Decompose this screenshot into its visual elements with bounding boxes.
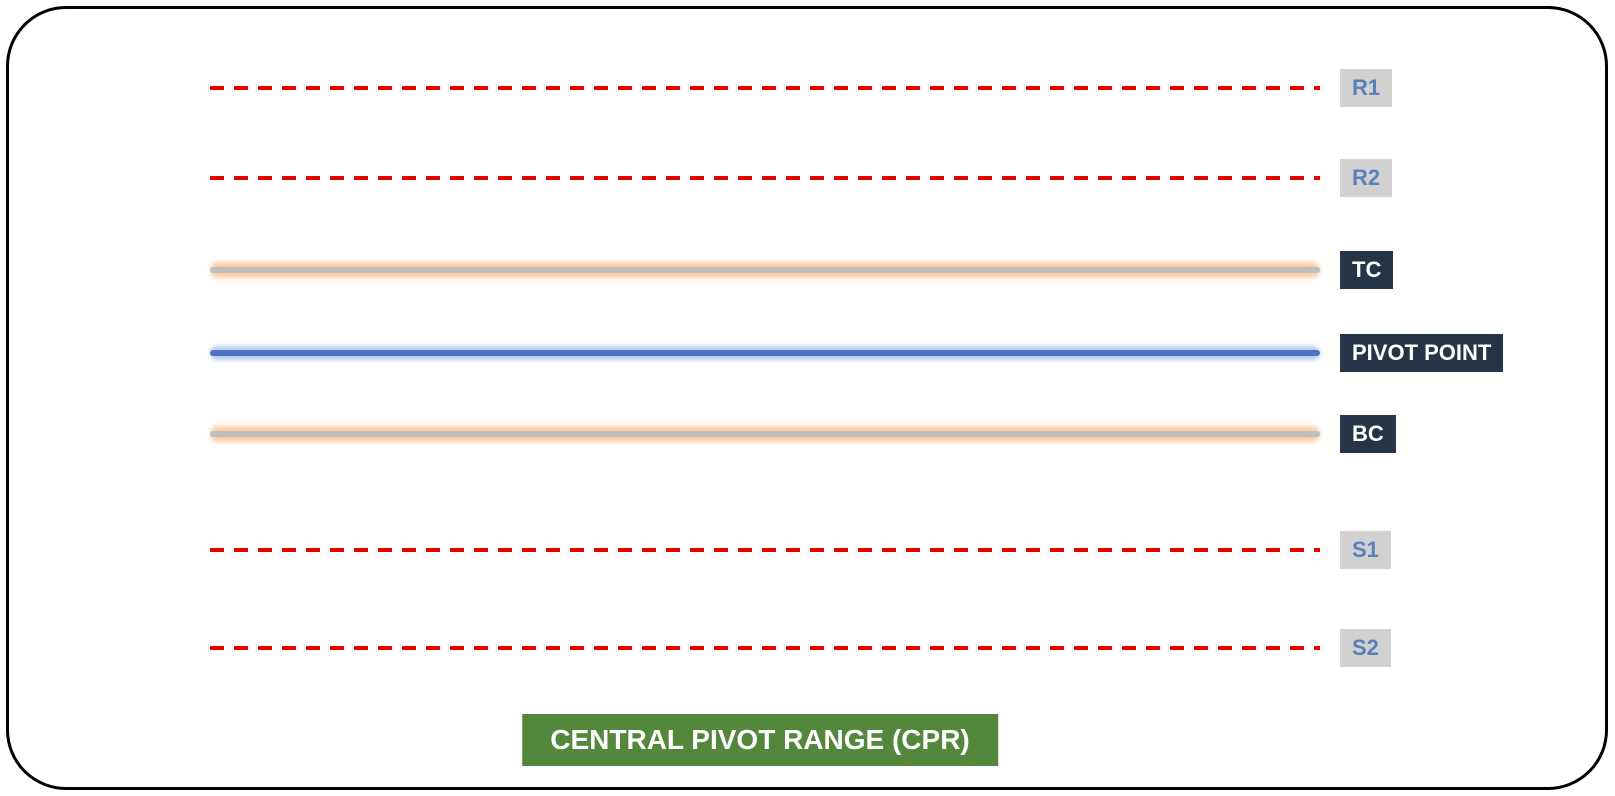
level-line-r1 (210, 86, 1320, 90)
level-row-tc: TC (210, 252, 1393, 288)
level-row-s1: S1 (210, 532, 1391, 568)
level-row-r2: R2 (210, 160, 1392, 196)
level-line-tc (210, 262, 1320, 278)
level-row-s2: S2 (210, 630, 1391, 666)
level-label-s1: S1 (1340, 531, 1391, 569)
level-line-s1 (210, 548, 1320, 552)
level-label-r2: R2 (1340, 159, 1392, 197)
diagram-frame (6, 6, 1608, 790)
level-label-tc: TC (1340, 251, 1393, 289)
diagram-title: CENTRAL PIVOT RANGE (CPR) (522, 714, 998, 766)
level-label-r1: R1 (1340, 69, 1392, 107)
level-line-bc (210, 426, 1320, 442)
level-label-pivot: PIVOT POINT (1340, 334, 1503, 372)
level-line-pivot (210, 346, 1320, 360)
level-row-r1: R1 (210, 70, 1392, 106)
level-line-r2 (210, 176, 1320, 180)
level-row-pivot: PIVOT POINT (210, 335, 1503, 371)
level-row-bc: BC (210, 416, 1396, 452)
level-label-bc: BC (1340, 415, 1396, 453)
level-label-s2: S2 (1340, 629, 1391, 667)
level-line-s2 (210, 646, 1320, 650)
